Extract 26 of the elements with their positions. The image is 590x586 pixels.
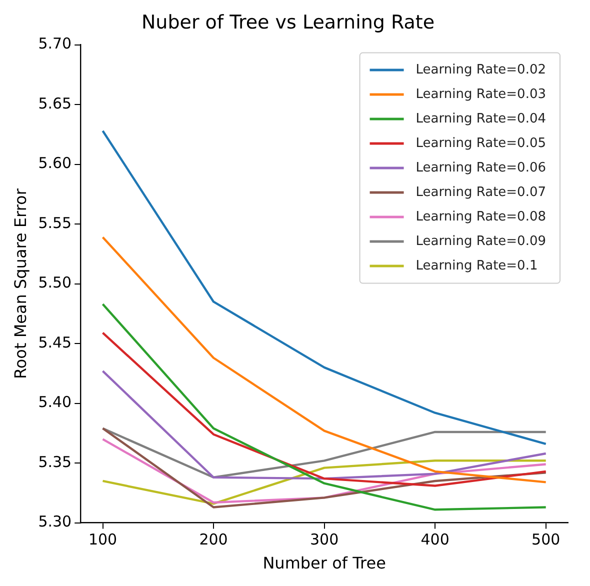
y-tick-label: 5.55 (38, 214, 72, 232)
chart-title: Nuber of Tree vs Learning Rate (141, 11, 435, 34)
y-tick-label: 5.50 (38, 274, 72, 292)
y-tick-label: 5.40 (38, 393, 72, 412)
x-tick-label: 300 (310, 530, 339, 549)
x-tick-label: 400 (420, 530, 450, 549)
legend-label: Learning Rate=0.09 (416, 234, 546, 249)
legend-label: Learning Rate=0.08 (416, 209, 546, 224)
legend-label: Learning Rate=0.06 (416, 160, 546, 176)
x-tick-label: 200 (199, 530, 228, 549)
legend-label: Learning Rate=0.02 (416, 62, 546, 78)
y-axis-title: Root Mean Square Error (10, 188, 30, 380)
x-tick-label: 500 (532, 530, 560, 549)
y-tick-label: 5.65 (38, 94, 72, 112)
y-tick-label: 5.30 (38, 512, 72, 531)
y-tick-label: 5.35 (38, 452, 72, 471)
y-tick-label: 5.70 (38, 34, 72, 53)
legend-label: Learning Rate=0.1 (416, 258, 538, 274)
y-tick-label: 5.60 (38, 154, 72, 172)
x-tick-label: 100 (88, 530, 118, 549)
legend-label: Learning Rate=0.07 (416, 184, 546, 200)
x-axis-title: Number of Tree (262, 554, 386, 573)
legend-label: Learning Rate=0.05 (416, 136, 546, 151)
legend-label: Learning Rate=0.03 (416, 86, 546, 102)
legend-label: Learning Rate=0.04 (416, 111, 546, 126)
y-tick-label: 5.45 (38, 333, 72, 352)
